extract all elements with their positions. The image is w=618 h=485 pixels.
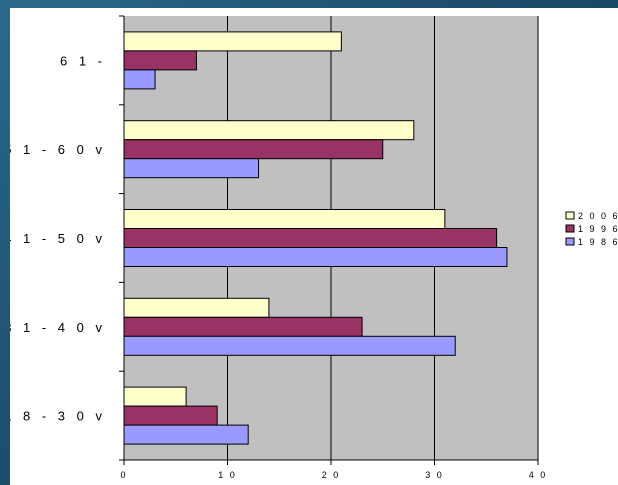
legend-swatch [565, 224, 575, 233]
chart-frame: 0 1 0 2 0 3 0 4 0 6 1 - 5 1 - 6 0 v 4 1 - 5 0 v… [10, 8, 618, 485]
bar [123, 50, 197, 71]
bar [123, 158, 260, 179]
x-tick-label: 4 0 [529, 470, 548, 480]
legend-label: 1 9 8 6 [578, 237, 618, 247]
category-label: 1 8 - 3 0 v [10, 409, 106, 424]
legend-label: 2 0 0 6 [578, 211, 618, 221]
bar [123, 69, 156, 90]
category-label: 3 1 - 4 0 v [10, 320, 106, 335]
bar [123, 120, 415, 141]
legend-swatch [565, 211, 575, 220]
bar [123, 247, 508, 267]
bar [123, 405, 218, 426]
category-label: 6 1 - [60, 53, 106, 68]
category-label: 4 1 - 5 0 v [10, 231, 106, 246]
bar [123, 228, 498, 248]
bar-chart: 0 1 0 2 0 3 0 4 0 6 1 - 5 1 - 6 0 v 4 1 - 5 0 v… [10, 15, 618, 480]
bar [123, 209, 446, 229]
bar [123, 424, 249, 445]
x-tick-label: 0 [120, 470, 127, 480]
bar [123, 335, 456, 356]
x-tick-label: 2 0 [322, 470, 341, 480]
bar [123, 31, 342, 52]
bar [123, 386, 187, 407]
bar [123, 139, 384, 160]
bar [123, 316, 363, 337]
x-tick-label: 3 0 [425, 470, 444, 480]
category-label: 5 1 - 6 0 v [10, 142, 106, 157]
x-tick-label: 1 0 [218, 470, 237, 480]
bar [123, 297, 270, 318]
legend-label: 1 9 9 6 [578, 224, 618, 234]
legend-swatch [565, 237, 575, 246]
